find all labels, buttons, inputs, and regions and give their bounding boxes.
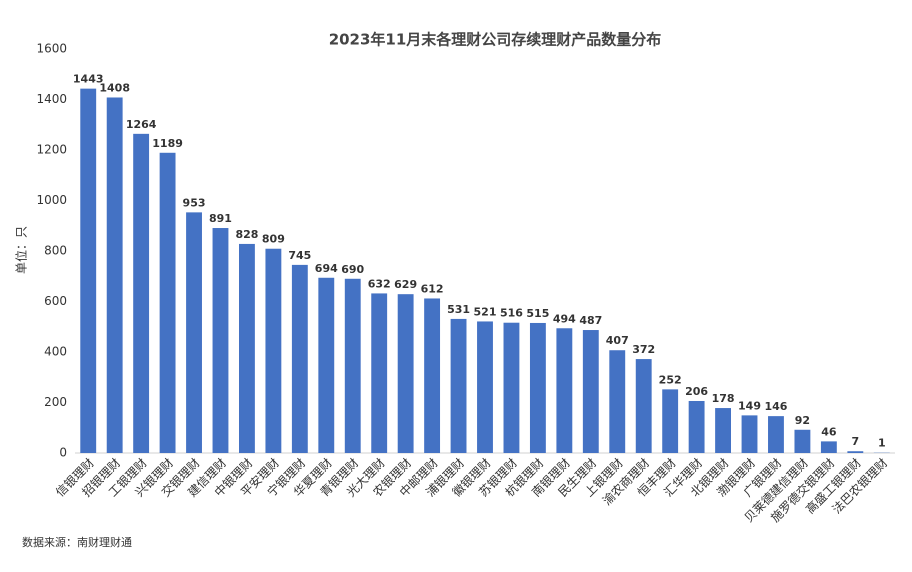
y-tick-label: 0	[59, 446, 67, 460]
y-tick-label: 1600	[36, 42, 67, 56]
value-label: 7	[851, 435, 859, 448]
bar	[503, 322, 520, 453]
value-label: 953	[183, 196, 206, 209]
bar	[847, 451, 864, 453]
value-label: 46	[821, 425, 837, 438]
value-label: 828	[235, 228, 258, 241]
value-label: 632	[368, 277, 391, 290]
bar	[106, 97, 123, 453]
bar	[582, 330, 599, 453]
y-tick-label: 1400	[36, 92, 67, 106]
value-label: 745	[288, 249, 311, 262]
value-label: 92	[795, 414, 810, 427]
y-tick-label: 1200	[36, 143, 67, 157]
value-label: 516	[500, 307, 523, 320]
bar	[186, 212, 202, 453]
value-label: 252	[659, 373, 682, 386]
value-label: 146	[764, 400, 787, 413]
value-label: 1443	[73, 73, 104, 86]
value-label: 521	[474, 305, 497, 318]
bar	[609, 350, 626, 453]
bar	[212, 228, 229, 453]
bar	[635, 359, 652, 453]
bar	[80, 88, 97, 453]
value-label: 178	[712, 392, 735, 405]
bar	[424, 298, 441, 453]
bar	[688, 400, 705, 453]
bar	[265, 248, 282, 453]
source-note: 数据来源：南财理财通	[22, 535, 132, 549]
bar	[768, 416, 784, 453]
value-label: 206	[685, 385, 708, 398]
value-label: 694	[315, 262, 338, 275]
value-label: 494	[553, 312, 576, 325]
bar	[318, 277, 335, 453]
value-label: 531	[447, 303, 470, 316]
y-tick-label: 600	[44, 294, 67, 308]
value-label: 407	[606, 334, 629, 347]
value-label: 515	[526, 307, 549, 320]
bar	[159, 152, 176, 453]
bar	[529, 322, 546, 453]
y-tick-label: 800	[44, 244, 67, 258]
bar	[820, 441, 837, 453]
value-label: 1	[878, 437, 886, 450]
bar	[450, 318, 467, 453]
bar	[662, 389, 679, 453]
bar	[556, 328, 573, 453]
bar	[477, 321, 493, 453]
value-label: 487	[579, 314, 602, 327]
bar	[344, 278, 361, 453]
y-tick-label: 200	[44, 395, 67, 409]
value-label: 690	[341, 263, 364, 276]
bar	[741, 415, 758, 453]
y-tick-label: 1000	[36, 193, 67, 207]
bar	[239, 243, 255, 453]
chart-title: 2023年11月末各理财公司存续理财产品数量分布	[329, 31, 662, 49]
bar	[397, 294, 414, 453]
bar	[291, 264, 308, 453]
value-label: 372	[632, 343, 655, 356]
bar	[715, 408, 731, 453]
y-tick-label: 400	[44, 345, 67, 359]
bar	[794, 429, 811, 453]
y-axis-label: 单位：只	[14, 226, 29, 274]
value-label: 612	[421, 282, 444, 295]
value-label: 149	[738, 399, 761, 412]
value-label: 1408	[99, 81, 130, 94]
value-label: 891	[209, 212, 232, 225]
value-label: 1189	[152, 137, 183, 150]
value-label: 809	[262, 233, 285, 246]
bar	[133, 133, 150, 453]
value-label: 1264	[126, 118, 157, 131]
bar	[371, 293, 388, 453]
value-label: 629	[394, 278, 417, 291]
